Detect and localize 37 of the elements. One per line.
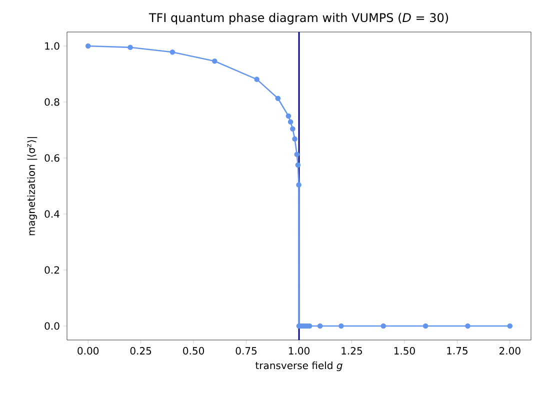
point: [212, 58, 218, 64]
point: [128, 44, 133, 50]
y-axis-title: magnetization |⟨σ$^{z}$⟩|: [27, 137, 38, 236]
point: [275, 96, 281, 102]
x-tick-label: 1.25: [342, 347, 362, 355]
point: [85, 43, 91, 49]
point: [296, 182, 302, 188]
point: [380, 323, 386, 329]
point: [507, 323, 513, 329]
x-tick-label: 0.75: [236, 347, 257, 355]
x-tick-label: 0.00: [78, 347, 99, 355]
point: [422, 323, 428, 329]
point: [290, 126, 296, 132]
chart-title: TFI quantum phase diagram with VUMPS (D = 30): [148, 12, 448, 24]
x-tick-label: 0.50: [183, 347, 204, 355]
y-tick-label: 1.0: [45, 42, 60, 50]
point: [465, 323, 470, 329]
point: [286, 113, 292, 119]
point: [295, 162, 301, 168]
point: [292, 136, 298, 142]
point: [338, 323, 344, 329]
point: [294, 152, 300, 158]
point: [254, 76, 260, 82]
x-axis-title: transverse field g: [256, 361, 342, 372]
y-tick-label: 0.8: [44, 98, 60, 106]
point: [288, 119, 294, 125]
y-tick-label: 0.6: [44, 154, 60, 162]
y-tick-label: 0.4: [44, 210, 60, 218]
y-tick-label: 0.2: [44, 266, 59, 274]
point: [317, 323, 323, 329]
x-tick-label: 2.00: [500, 347, 520, 355]
x-tick-label: 0.25: [130, 347, 152, 355]
x-tick-label: 1.50: [394, 347, 415, 355]
y-tick-label: 0.0: [44, 322, 60, 330]
x-tick-label: 1.75: [447, 347, 468, 354]
point: [170, 50, 176, 55]
x-tick-label: 1.00: [288, 347, 310, 355]
